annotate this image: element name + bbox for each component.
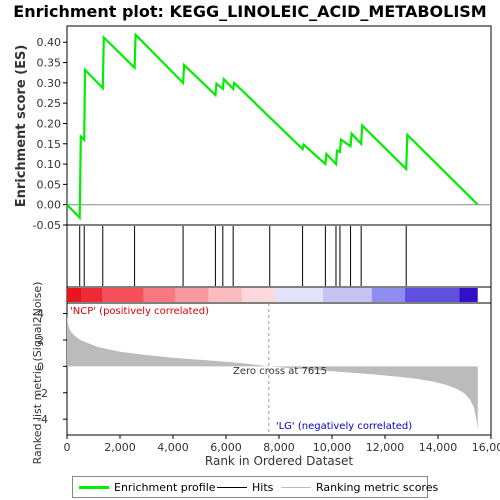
ranked-tick-label: -2 <box>37 387 48 400</box>
x-tick-label: 8,000 <box>263 441 295 454</box>
es-tick-label: 0.30 <box>37 77 62 90</box>
hits-swatch <box>217 486 247 488</box>
legend-label: Hits <box>252 480 274 494</box>
legend-label: Enrichment profile <box>114 480 216 494</box>
ranked-tick-label: 0 <box>37 360 44 373</box>
es-tick-label: 0.20 <box>37 117 62 130</box>
x-tick-label: 6,000 <box>210 441 242 454</box>
legend: Enrichment profile Hits Ranking metric s… <box>72 476 438 498</box>
legend-item-ranking-metric: Ranking metric scores <box>281 480 438 494</box>
color-bar-segment <box>459 288 478 302</box>
enrichment-profile-swatch <box>79 485 109 489</box>
es-tick-label: 0.00 <box>37 199 62 212</box>
ranked-axis-ticks: 4 2 0 -2 -4 <box>37 308 67 426</box>
x-axis-label: Rank in Ordered Dataset <box>205 454 353 468</box>
color-bar-segment <box>404 288 460 302</box>
zero-cross-label: Zero cross at 7615 <box>233 366 327 377</box>
hits-marks <box>79 226 407 286</box>
x-tick-label: 4,000 <box>157 441 189 454</box>
positive-correlation-label: 'NCP' (positively correlated) <box>70 306 209 317</box>
color-bar-segment <box>275 288 323 302</box>
color-bar-segment <box>81 288 103 302</box>
legend-item-enrichment-profile: Enrichment profile <box>79 480 216 494</box>
es-tick-label: 0.35 <box>37 57 62 70</box>
es-tick-label: 0.05 <box>37 178 62 191</box>
ranking-metric-swatch <box>281 486 311 488</box>
x-tick-label: 14,000 <box>419 441 458 454</box>
x-tick-label: 16,000 <box>472 441 500 454</box>
color-bar <box>67 288 478 302</box>
es-axis-ticks: 0.40 0.35 0.30 0.25 0.20 0.15 0.10 0.05 0.00 -0.0… <box>33 36 67 232</box>
es-axis-label: Enrichment score (ES) <box>14 45 29 208</box>
hits-panel-frame <box>66 224 492 288</box>
chart-title: Enrichment plot: KEGG_LINOLEIC_ACID_META… <box>13 2 486 21</box>
x-axis-ticks: 0 2,000 4,000 6,000 8,000 10,000 12,000 14,000 1… <box>64 435 500 454</box>
legend-item-hits: Hits <box>217 480 273 494</box>
es-tick-label: 0.25 <box>37 97 62 110</box>
ranked-tick-label: -4 <box>37 413 48 426</box>
color-bar-segment <box>67 288 82 302</box>
legend-label: Ranking metric scores <box>316 480 439 494</box>
ranked-tick-label: 2 <box>37 334 44 347</box>
ranked-tick-label: 4 <box>37 308 44 321</box>
color-bar-segment <box>143 288 176 302</box>
negative-correlation-label: 'LG' (negatively correlated) <box>276 421 412 432</box>
color-bar-segment <box>102 288 144 302</box>
es-tick-label: 0.10 <box>37 158 62 171</box>
ranking-metric-area <box>67 314 478 430</box>
color-bar-segment <box>175 288 209 302</box>
color-bar-segment <box>241 288 276 302</box>
x-tick-label: 2,000 <box>104 441 136 454</box>
es-tick-label: -0.05 <box>33 219 61 232</box>
color-bar-segment <box>371 288 405 302</box>
x-tick-label: 12,000 <box>366 441 405 454</box>
x-tick-label: 0 <box>64 441 71 454</box>
es-tick-label: 0.15 <box>37 138 62 151</box>
es-tick-label: 0.40 <box>37 36 62 49</box>
x-tick-label: 10,000 <box>313 441 352 454</box>
color-bar-segment <box>322 288 372 302</box>
color-bar-segment <box>208 288 242 302</box>
ranked-axis-label: Ranked list metric (Signal2Noise) <box>31 282 44 465</box>
enrichment-profile-line <box>66 32 479 221</box>
